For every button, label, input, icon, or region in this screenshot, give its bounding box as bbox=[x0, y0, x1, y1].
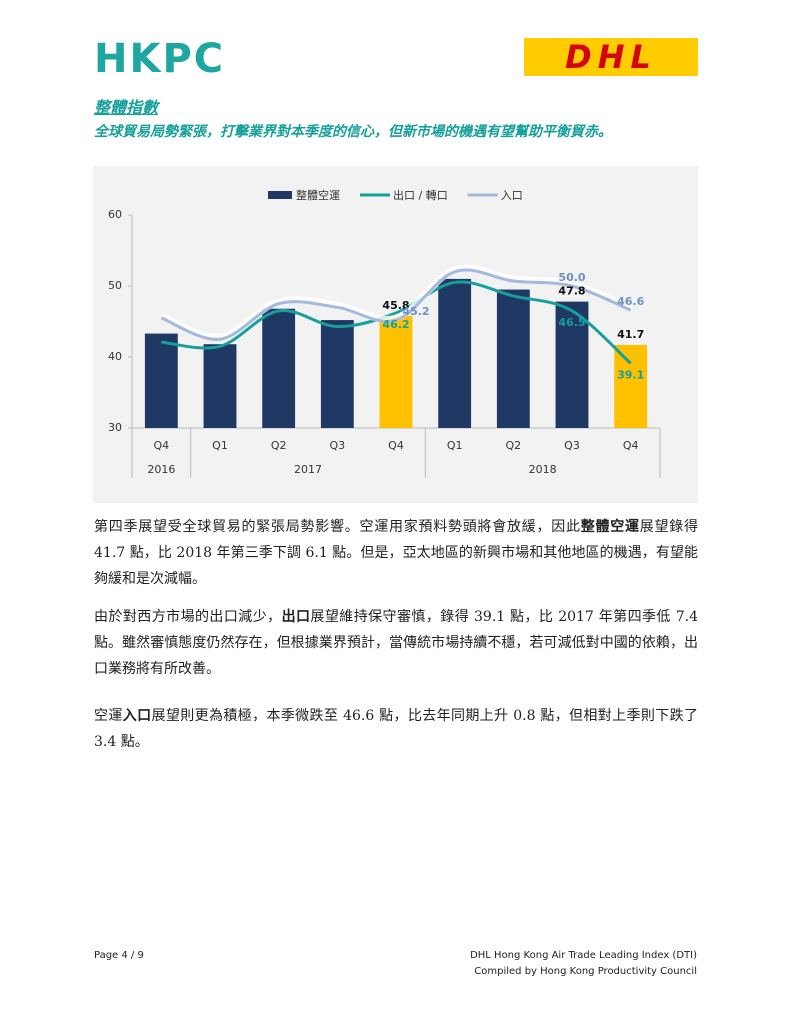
bar bbox=[555, 301, 589, 428]
y-tick-label: 30 bbox=[108, 421, 122, 434]
text: 展望則更為積極，本季微跌至 46.6 點，比去年同期上升 0.8 點，但相對上季… bbox=[94, 708, 699, 750]
line bbox=[160, 268, 632, 341]
text: 由於對西方市場的出口減少， bbox=[94, 609, 282, 625]
logo-dhl: DHL bbox=[524, 38, 698, 76]
y-tick-label: 40 bbox=[108, 350, 122, 363]
page-number: Page 4 / 9 bbox=[94, 950, 144, 961]
footer-line: DHL Hong Kong Air Trade Leading Index (D… bbox=[470, 950, 697, 961]
data-label: 46.6 bbox=[617, 295, 644, 308]
text: 展望錄得 41.7 點，比 2018 年第三季下調 6.1 點。但是，亞太地區的… bbox=[94, 519, 698, 587]
chart: 30 40 50 60 Q4 Q1 Q2 Q3 Q4 Q1 Q2 Q3 Q4 2016 2017 2018 45… bbox=[93, 166, 698, 503]
bar bbox=[379, 315, 413, 428]
bold-text: 入口 bbox=[122, 708, 152, 724]
paragraph: 由於對西方市場的出口減少，出口展望維持保守審慎，錄得 39.1 點，比 2017… bbox=[94, 604, 698, 682]
x-group-label: 2016 bbox=[147, 463, 175, 476]
bar bbox=[320, 320, 354, 428]
heading: 整體指數 bbox=[94, 98, 159, 117]
subheading: 全球貿易局勢緊張，打擊業界對本季度的信心，但新市場的機遇有望幫助平衡貿赤。 bbox=[94, 124, 612, 140]
data-label: 39.1 bbox=[617, 368, 644, 381]
bar bbox=[438, 278, 472, 428]
bold-text: 整體空運 bbox=[580, 519, 640, 535]
text: 第四季展望受全球貿易的緊張局勢影響。空運用家預料勢頭將會放緩，因此 bbox=[94, 519, 581, 535]
x-group-label: 2018 bbox=[529, 463, 557, 476]
bar bbox=[614, 344, 648, 428]
bar bbox=[262, 308, 296, 428]
y-tick-label: 60 bbox=[108, 208, 122, 221]
legend-label: 整體空運 bbox=[296, 188, 340, 202]
data-label: 47.8 bbox=[558, 285, 585, 298]
x-tick-label: Q4 bbox=[388, 439, 404, 452]
data-label: 46.2 bbox=[382, 318, 409, 331]
x-tick-label: Q3 bbox=[329, 439, 345, 452]
bar bbox=[203, 344, 237, 428]
y-tick-label: 50 bbox=[108, 279, 122, 292]
data-label: 50.0 bbox=[558, 271, 585, 284]
data-label: 46.5 bbox=[558, 316, 585, 329]
x-tick-label: Q1 bbox=[447, 439, 463, 452]
legend-swatch bbox=[268, 191, 292, 199]
data-label: 41.7 bbox=[617, 328, 644, 341]
data-label: 45.8 bbox=[382, 299, 409, 312]
bar bbox=[496, 289, 530, 428]
x-tick-label: Q1 bbox=[212, 439, 228, 452]
text: 展望維持保守審慎，錄得 39.1 點，比 2017 年第四季低 7.4 點。雖然… bbox=[94, 609, 698, 677]
paragraph: 第四季展望受全球貿易的緊張局勢影響。空運用家預料勢頭將會放緩，因此整體空運展望錄… bbox=[94, 514, 698, 592]
logo-hkpc: HKPC bbox=[94, 36, 226, 82]
x-group-label: 2017 bbox=[294, 463, 322, 476]
line-shadow bbox=[159, 264, 633, 341]
footer-line: Compiled by Hong Kong Productivity Counc… bbox=[474, 966, 697, 977]
x-tick-label: Q2 bbox=[271, 439, 287, 452]
bold-text: 出口 bbox=[281, 609, 311, 625]
x-tick-label: Q4 bbox=[623, 439, 639, 452]
text: 空運 bbox=[94, 708, 123, 724]
data-label: 45.2 bbox=[402, 305, 429, 318]
legend-label: 出口 / 轉口 bbox=[393, 188, 448, 202]
x-tick-label: Q3 bbox=[564, 439, 580, 452]
x-tick-label: Q2 bbox=[505, 439, 521, 452]
legend-label: 入口 bbox=[501, 189, 523, 202]
paragraph: 空運入口展望則更為積極，本季微跌至 46.6 點，比去年同期上升 0.8 點，但… bbox=[94, 703, 698, 755]
x-tick-label: Q4 bbox=[153, 439, 169, 452]
bar bbox=[144, 333, 178, 428]
line bbox=[161, 280, 632, 365]
